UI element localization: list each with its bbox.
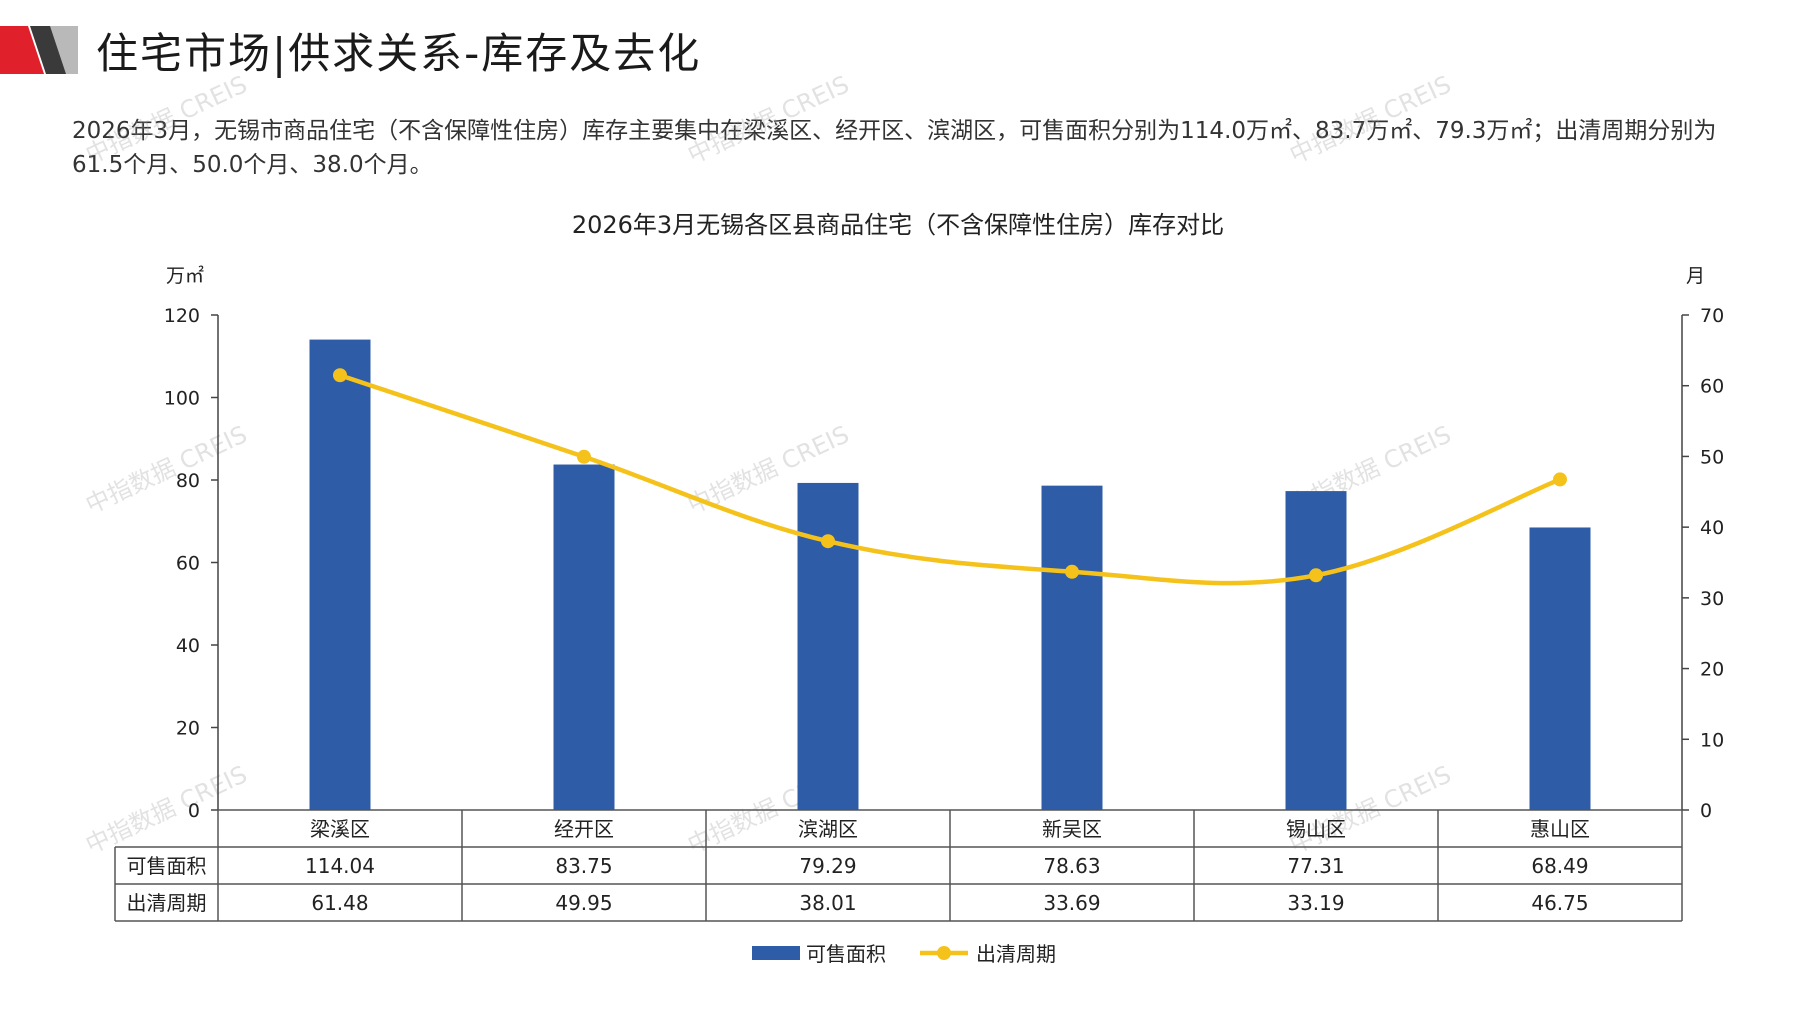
table-cell-available-area: 83.75 <box>555 854 612 878</box>
table-cell-clearance-period: 49.95 <box>555 891 612 915</box>
table-cell-available-area: 79.29 <box>799 854 856 878</box>
x-category-label: 锡山区 <box>1286 817 1346 841</box>
bar-available-area <box>553 464 615 810</box>
y-left-tick-label: 0 <box>188 800 200 822</box>
y-right-tick-label: 30 <box>1700 588 1724 610</box>
point-clearance-period <box>1553 472 1567 487</box>
y-right-tick-label: 40 <box>1700 517 1724 539</box>
y-left-unit-label: 万㎡ <box>166 264 204 287</box>
table-cell-available-area: 114.04 <box>305 854 375 878</box>
line-clearance-period <box>339 373 1561 586</box>
legend-label: 出清周期 <box>976 942 1056 966</box>
table-cell-clearance-period: 38.01 <box>799 891 856 915</box>
bar-available-area <box>1041 485 1103 810</box>
point-clearance-period <box>577 449 591 464</box>
y-left-tick-label: 80 <box>176 470 200 492</box>
y-left-tick-label: 60 <box>176 553 200 575</box>
legend-bar-swatch <box>752 946 800 960</box>
y-left-tick-label: 100 <box>164 388 200 410</box>
bar-available-area <box>1529 527 1591 810</box>
y-right-tick-label: 60 <box>1700 376 1724 398</box>
bar-available-area <box>797 482 859 810</box>
table-cell-available-area: 77.31 <box>1287 854 1344 878</box>
x-category-label: 经开区 <box>554 817 614 841</box>
summary-paragraph: 2026年3月，无锡市商品住宅（不含保障性住房）库存主要集中在梁溪区、经开区、滨… <box>72 118 1717 178</box>
legend-label: 可售面积 <box>806 942 886 966</box>
x-category-label: 滨湖区 <box>798 817 858 841</box>
table-cell-clearance-period: 61.48 <box>311 891 368 915</box>
point-clearance-period <box>1309 568 1323 583</box>
point-clearance-period <box>821 534 835 549</box>
page-title: 住宅市场|供求关系-库存及去化 <box>96 29 702 78</box>
bar-available-area <box>309 339 371 810</box>
brand-logo-mark <box>0 26 78 74</box>
x-category-label: 新吴区 <box>1042 817 1102 841</box>
table-row-header: 可售面积 <box>127 854 207 878</box>
y-right-tick-label: 50 <box>1700 446 1724 468</box>
table-cell-clearance-period: 46.75 <box>1531 891 1588 915</box>
table-cell-clearance-period: 33.69 <box>1043 891 1100 915</box>
y-right-unit-label: 月 <box>1686 265 1705 287</box>
table-row-header: 出清周期 <box>127 891 207 915</box>
y-left-tick-label: 40 <box>176 635 200 657</box>
legend-line-marker <box>937 946 951 960</box>
point-clearance-period <box>333 368 347 383</box>
bar-available-area <box>1285 491 1347 810</box>
y-right-tick-label: 10 <box>1700 729 1724 751</box>
table-cell-available-area: 78.63 <box>1043 854 1100 878</box>
inventory-combo-chart: 2026年3月无锡各区县商品住宅（不含保障性住房）库存对比 万㎡ 月 0 20 40… <box>114 211 1724 966</box>
point-clearance-period <box>1065 564 1079 579</box>
y-right-tick-label: 0 <box>1700 800 1712 822</box>
table-cell-available-area: 68.49 <box>1531 854 1588 878</box>
x-category-label: 惠山区 <box>1530 817 1590 841</box>
y-left-tick-label: 20 <box>176 718 200 740</box>
table-cell-clearance-period: 33.19 <box>1287 891 1344 915</box>
y-right-tick-label: 70 <box>1700 305 1724 327</box>
y-left-tick-label: 120 <box>164 305 200 327</box>
chart-title: 2026年3月无锡各区县商品住宅（不含保障性住房）库存对比 <box>572 211 1224 239</box>
x-category-label: 梁溪区 <box>310 817 370 841</box>
y-right-tick-label: 20 <box>1700 659 1724 681</box>
